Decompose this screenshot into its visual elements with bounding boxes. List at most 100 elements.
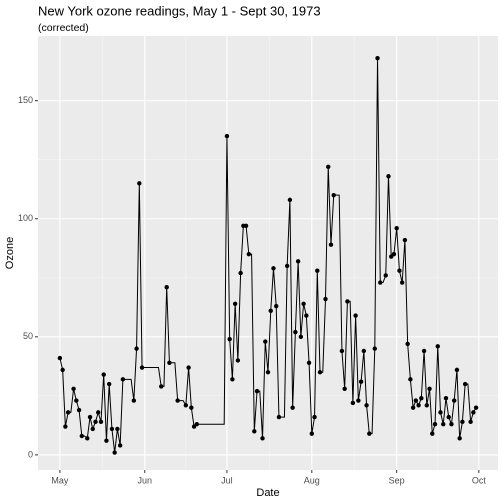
x-tick-label: Sep xyxy=(389,475,405,485)
point xyxy=(112,450,117,455)
x-tick-label: Oct xyxy=(472,475,487,485)
x-tick-label: Aug xyxy=(304,475,320,485)
point xyxy=(131,398,137,403)
point xyxy=(449,421,454,427)
point xyxy=(372,346,377,351)
y-axis-label: Ozone xyxy=(4,237,16,269)
point xyxy=(186,365,191,370)
point xyxy=(424,403,430,408)
point xyxy=(243,223,249,229)
point xyxy=(274,303,279,309)
point xyxy=(63,424,68,429)
point xyxy=(301,301,306,306)
point xyxy=(57,355,63,361)
point xyxy=(93,419,98,425)
point xyxy=(358,379,364,384)
point xyxy=(101,372,106,377)
point xyxy=(194,421,200,427)
point xyxy=(328,242,334,247)
point xyxy=(246,251,252,257)
point xyxy=(298,334,304,340)
point xyxy=(252,429,257,434)
point xyxy=(164,285,169,290)
point xyxy=(139,365,145,370)
point xyxy=(306,360,312,365)
point xyxy=(391,251,397,257)
point xyxy=(315,268,320,273)
point xyxy=(326,164,331,170)
y-tick-label: 100 xyxy=(18,213,33,223)
point xyxy=(96,410,101,415)
point xyxy=(462,381,468,387)
point xyxy=(254,388,260,394)
point xyxy=(120,377,126,382)
point xyxy=(364,403,369,408)
x-axis-label: Date xyxy=(256,487,279,499)
point xyxy=(312,414,317,420)
point xyxy=(361,348,367,354)
point xyxy=(65,410,71,415)
point xyxy=(405,341,410,347)
point xyxy=(471,410,476,415)
point xyxy=(90,426,95,432)
chart-subtitle: (corrected) xyxy=(38,22,89,34)
chart-title: New York ozone readings, May 1 - Sept 30… xyxy=(38,3,321,18)
point xyxy=(378,280,383,285)
point xyxy=(410,405,416,410)
point xyxy=(115,426,120,432)
point xyxy=(416,403,421,408)
point xyxy=(98,419,104,425)
point xyxy=(134,346,139,351)
point xyxy=(353,313,358,318)
point xyxy=(399,280,405,285)
point xyxy=(85,436,90,441)
point xyxy=(421,348,427,354)
point xyxy=(109,426,115,432)
point xyxy=(230,377,235,382)
point xyxy=(367,431,372,436)
x-tick-label: Jun xyxy=(138,475,153,485)
point xyxy=(76,407,82,413)
point xyxy=(451,398,457,403)
point xyxy=(224,133,230,139)
point xyxy=(386,174,391,179)
point xyxy=(375,55,380,61)
point xyxy=(309,431,315,436)
point xyxy=(189,405,194,410)
y-tick-label: 0 xyxy=(28,449,33,459)
y-tick-label: 150 xyxy=(18,95,33,105)
point xyxy=(290,405,295,410)
point xyxy=(408,377,413,382)
point xyxy=(345,299,350,304)
point xyxy=(263,339,268,344)
point xyxy=(287,197,293,203)
point xyxy=(87,414,93,420)
point xyxy=(427,386,432,391)
point xyxy=(137,181,142,186)
point xyxy=(271,266,276,271)
point xyxy=(402,237,408,243)
point xyxy=(443,396,449,401)
point xyxy=(397,268,402,273)
point xyxy=(473,405,479,410)
point xyxy=(117,443,123,448)
point xyxy=(104,438,109,443)
point xyxy=(457,436,462,441)
point xyxy=(265,370,271,375)
point xyxy=(60,367,65,373)
point xyxy=(232,301,238,306)
point xyxy=(419,396,424,401)
point xyxy=(454,367,460,373)
point xyxy=(460,419,465,425)
point xyxy=(238,270,243,276)
point xyxy=(159,384,164,389)
point xyxy=(323,296,328,302)
point xyxy=(317,370,323,375)
point xyxy=(435,344,440,349)
point xyxy=(227,336,232,342)
point xyxy=(441,421,446,427)
point xyxy=(183,403,189,408)
y-tick-label: 50 xyxy=(23,331,33,341)
point xyxy=(268,308,273,314)
